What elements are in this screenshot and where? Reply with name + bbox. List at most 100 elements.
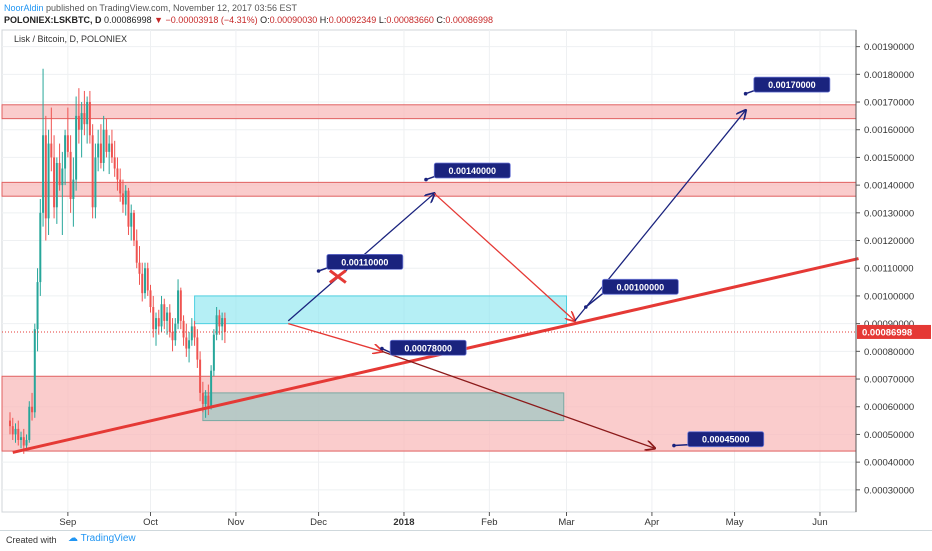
callout-box <box>389 339 467 356</box>
candle-body <box>119 179 122 194</box>
candle-body <box>20 437 23 440</box>
price-change: −0.00003918 (−4.31%) <box>165 15 258 25</box>
down-arrow-icon: ▼ <box>154 15 164 25</box>
callout-dot <box>424 177 428 182</box>
candle-body <box>116 168 119 180</box>
candle-body <box>218 315 221 327</box>
date-tick-label: May <box>726 517 744 528</box>
candle-body <box>102 129 105 163</box>
close-label: C: <box>436 15 446 25</box>
candle-body <box>121 193 124 205</box>
candle-body <box>75 115 78 180</box>
callout-box <box>601 278 679 295</box>
price-tick-label: 0.00080000 <box>864 347 914 358</box>
candle-body <box>53 157 56 208</box>
price-tick-label: 0.00090000 <box>864 319 914 330</box>
price-axis: 0.00030000 0.00040000 0.00050000 0.00060000… <box>855 30 931 512</box>
last-price-tag <box>857 324 931 339</box>
brand-name: TradingView <box>80 533 136 544</box>
candle-body <box>77 115 80 130</box>
candle-body <box>33 329 36 413</box>
candle-body <box>138 262 141 274</box>
candle-body <box>127 190 130 227</box>
last-price-tag-label: 0.00086998 <box>862 327 912 338</box>
callout-dot <box>743 91 748 96</box>
callout-dot <box>583 305 588 309</box>
publish-line: NoorAldin published on TradingView.com, … <box>4 3 297 13</box>
candle-body <box>110 143 113 158</box>
candle-body <box>160 304 163 327</box>
callout-dot <box>672 443 676 448</box>
callout-label: 0.00110000 <box>341 257 388 267</box>
price-tick-label: 0.00070000 <box>864 375 914 386</box>
candle-body <box>177 290 180 324</box>
close-value: 0.00086998 <box>445 15 493 25</box>
candle-body <box>146 268 149 291</box>
candle-body <box>130 212 133 227</box>
candle-body <box>88 102 91 136</box>
callout-box <box>753 76 831 93</box>
candle-body <box>143 268 146 294</box>
candle-body <box>97 143 100 158</box>
candle-body <box>182 320 185 338</box>
candle-body <box>152 307 155 330</box>
date-tick-label: Mar <box>558 517 574 528</box>
date-tick-label: Oct <box>143 517 158 528</box>
callout-label: 0.00170000 <box>768 80 816 90</box>
author-link[interactable]: NoorAldin <box>4 3 44 13</box>
arrow-down-450 <box>381 350 655 448</box>
candle-body <box>174 323 177 341</box>
candle-body <box>185 337 188 349</box>
callout-label: 0.00078000 <box>404 343 452 353</box>
candle-body <box>221 318 224 327</box>
candle-body <box>141 273 144 294</box>
candles <box>9 68 226 454</box>
created-with-text: Created with <box>6 535 57 545</box>
candle-body <box>99 143 102 163</box>
zone-resistance-top <box>1 104 857 120</box>
date-tick-label: Sep <box>59 517 76 528</box>
candle-body <box>179 290 182 321</box>
candle-body <box>166 312 169 321</box>
callout-box <box>326 253 404 270</box>
zone-resistance-mid <box>1 181 857 197</box>
candle-body <box>207 395 210 407</box>
price-tick-label: 0.00170000 <box>864 98 914 109</box>
candle-body <box>36 282 39 330</box>
candle-body <box>17 428 20 440</box>
date-tick-label: Apr <box>645 517 660 528</box>
date-tick-label: 2018 <box>393 517 414 528</box>
open-value: 0.00090030 <box>269 15 318 25</box>
candle-body <box>61 168 64 186</box>
callout-dot <box>316 269 321 273</box>
callout-box <box>433 162 511 179</box>
candle-body <box>80 113 83 130</box>
candle-body <box>171 331 174 341</box>
symbol-line: POLONIEX:LSKBTC, D 0.00086998 ▼ −0.00003… <box>4 15 493 25</box>
candle-body <box>124 190 127 205</box>
callout-box <box>687 431 765 448</box>
candle-body <box>105 129 108 152</box>
price-tick-label: 0.00180000 <box>864 70 914 81</box>
tradingview-logo[interactable]: ☁ TradingView <box>68 533 136 544</box>
candle-body <box>22 437 25 446</box>
price-tick-label: 0.00140000 <box>864 181 914 192</box>
candle-body <box>83 113 86 125</box>
candle-body <box>188 340 191 349</box>
price-tick-label: 0.00110000 <box>864 264 914 275</box>
symbol-name: POLONIEX:LSKBTC, D <box>4 15 102 25</box>
arrow-down-1000 <box>433 192 575 320</box>
candle-body <box>11 426 14 435</box>
candle-body <box>39 212 42 283</box>
candle-body <box>72 179 75 199</box>
candle-body <box>69 151 72 199</box>
candle-body <box>149 290 152 308</box>
callout-dot <box>380 346 384 351</box>
candle-body <box>25 439 28 446</box>
high-value: 0.00092349 <box>328 15 377 25</box>
low-value: 0.00083660 <box>386 15 434 25</box>
candle-body <box>132 212 135 241</box>
price-tick-label: 0.00120000 <box>864 236 914 247</box>
candle-body <box>190 326 193 341</box>
